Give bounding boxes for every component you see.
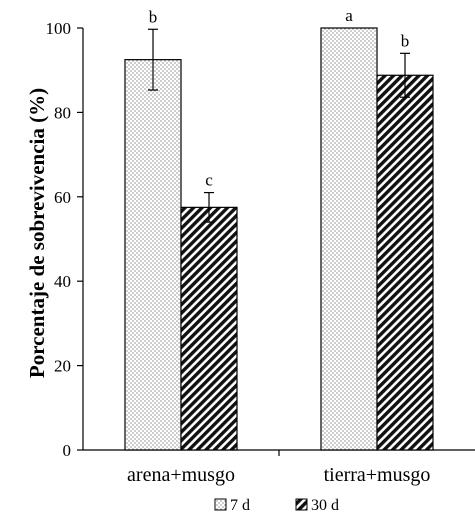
bar [124, 59, 182, 451]
x-tick-label: tierra+musgo [324, 464, 431, 486]
bar [320, 27, 378, 451]
y-tick-label: 40 [54, 272, 71, 291]
legend-swatch [295, 498, 308, 511]
significance-letter: c [205, 171, 213, 190]
legend-label: 30 d [311, 497, 339, 514]
x-tick-label: arena+musgo [127, 464, 235, 486]
legend-swatch [214, 498, 227, 511]
legend-label: 7 d [230, 497, 250, 514]
significance-letter: b [401, 31, 410, 50]
y-tick-label: 20 [54, 357, 71, 376]
significance-letter: a [345, 6, 353, 25]
y-tick-label: 0 [63, 441, 72, 460]
y-tick-label: 60 [54, 188, 71, 207]
significance-letter: b [149, 7, 158, 26]
y-tick-label: 100 [46, 19, 72, 38]
y-axis-label: Porcentaje de sobrevivencia (%) [25, 88, 49, 378]
bar [376, 74, 434, 451]
y-tick-label: 80 [54, 103, 71, 122]
bar [180, 206, 238, 451]
